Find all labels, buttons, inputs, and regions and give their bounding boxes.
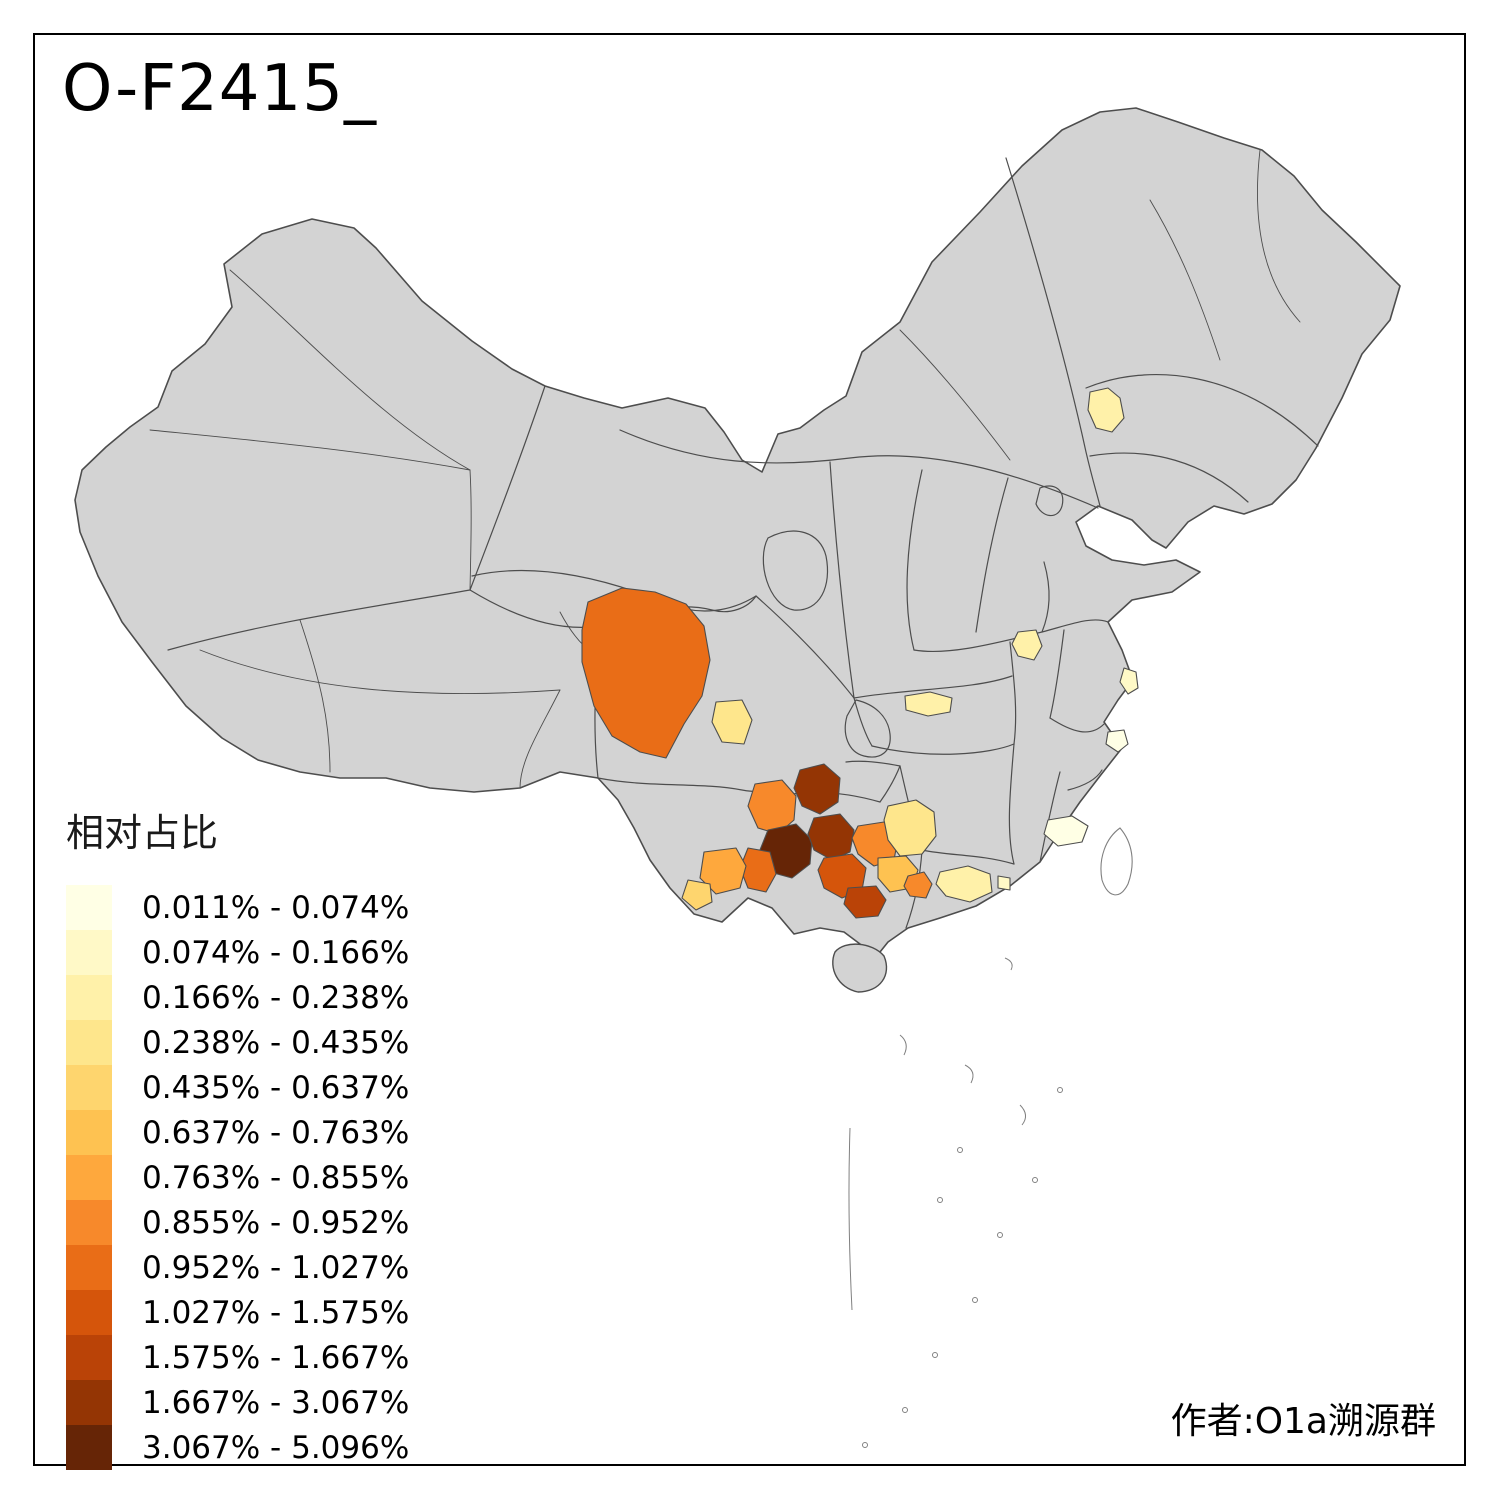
map-region	[1043, 815, 1089, 847]
map-region	[903, 871, 933, 899]
legend: 相对占比 0.011% - 0.074% 0.074% - 0.166% 0.166…	[66, 802, 409, 1470]
legend-item: 0.238% - 0.435%	[66, 1020, 409, 1065]
legend-swatch	[66, 1110, 112, 1155]
legend-swatch	[66, 1425, 112, 1470]
map-region	[1119, 667, 1139, 695]
colored-regions	[581, 387, 1139, 919]
china-landmass	[74, 107, 1401, 963]
legend-swatch	[66, 930, 112, 975]
map-region	[997, 875, 1011, 891]
legend-items: 0.011% - 0.074% 0.074% - 0.166% 0.166% - 0…	[66, 885, 409, 1470]
legend-swatch	[66, 1200, 112, 1245]
legend-swatch	[66, 1380, 112, 1425]
legend-label: 0.435% - 0.637%	[142, 1069, 410, 1106]
attribution-text: 作者:O1a溯源群	[1170, 1401, 1436, 1442]
legend-swatch	[66, 1155, 112, 1200]
legend-item: 0.952% - 1.027%	[66, 1245, 409, 1290]
legend-item: 0.011% - 0.074%	[66, 885, 409, 930]
legend-label: 0.011% - 0.074%	[142, 889, 410, 926]
taiwan-island	[1100, 827, 1133, 896]
legend-item: 0.763% - 0.855%	[66, 1155, 409, 1200]
hainan-island	[832, 943, 888, 993]
legend-item: 1.027% - 1.575%	[66, 1290, 409, 1335]
legend-swatch	[66, 1335, 112, 1380]
legend-title: 相对占比	[66, 811, 219, 855]
legend-label: 0.074% - 0.166%	[142, 934, 410, 971]
legend-swatch	[66, 1245, 112, 1290]
legend-label: 0.637% - 0.763%	[142, 1114, 410, 1151]
legend-swatch	[66, 885, 112, 930]
legend-label: 0.166% - 0.238%	[142, 979, 410, 1016]
legend-item: 0.074% - 0.166%	[66, 930, 409, 975]
legend-item: 0.855% - 0.952%	[66, 1200, 409, 1245]
map-region	[843, 885, 887, 919]
legend-swatch	[66, 975, 112, 1020]
map-region	[699, 847, 747, 895]
south-china-sea-islands	[848, 957, 1063, 1448]
legend-label: 3.067% - 5.096%	[142, 1429, 410, 1466]
landmass-group	[74, 107, 1401, 993]
legend-item: 0.435% - 0.637%	[66, 1065, 409, 1110]
legend-swatch	[66, 1290, 112, 1335]
page-title: O-F2415_	[62, 52, 377, 126]
legend-label: 1.575% - 1.667%	[142, 1339, 410, 1376]
legend-label: 1.667% - 3.067%	[142, 1384, 410, 1421]
map-region	[1105, 729, 1129, 753]
map-region	[1087, 387, 1125, 433]
legend-swatch	[66, 1065, 112, 1110]
map-region	[904, 691, 953, 717]
legend-item: 3.067% - 5.096%	[66, 1425, 409, 1470]
legend-swatch	[66, 1020, 112, 1065]
map-region	[793, 763, 841, 815]
legend-label: 0.952% - 1.027%	[142, 1249, 410, 1286]
legend-item: 1.667% - 3.067%	[66, 1380, 409, 1425]
map-region	[935, 865, 993, 903]
map-region	[711, 699, 753, 745]
legend-item: 0.637% - 0.763%	[66, 1110, 409, 1155]
map-region	[1011, 629, 1043, 661]
map-region	[581, 587, 711, 759]
legend-label: 0.238% - 0.435%	[142, 1024, 410, 1061]
legend-label: 0.763% - 0.855%	[142, 1159, 410, 1196]
map-region	[681, 879, 713, 911]
legend-item: 1.575% - 1.667%	[66, 1335, 409, 1380]
map-region	[883, 799, 937, 857]
legend-label: 0.855% - 0.952%	[142, 1204, 410, 1241]
legend-item: 0.166% - 0.238%	[66, 975, 409, 1020]
outline-islands	[1100, 827, 1133, 896]
legend-label: 1.027% - 1.575%	[142, 1294, 410, 1331]
